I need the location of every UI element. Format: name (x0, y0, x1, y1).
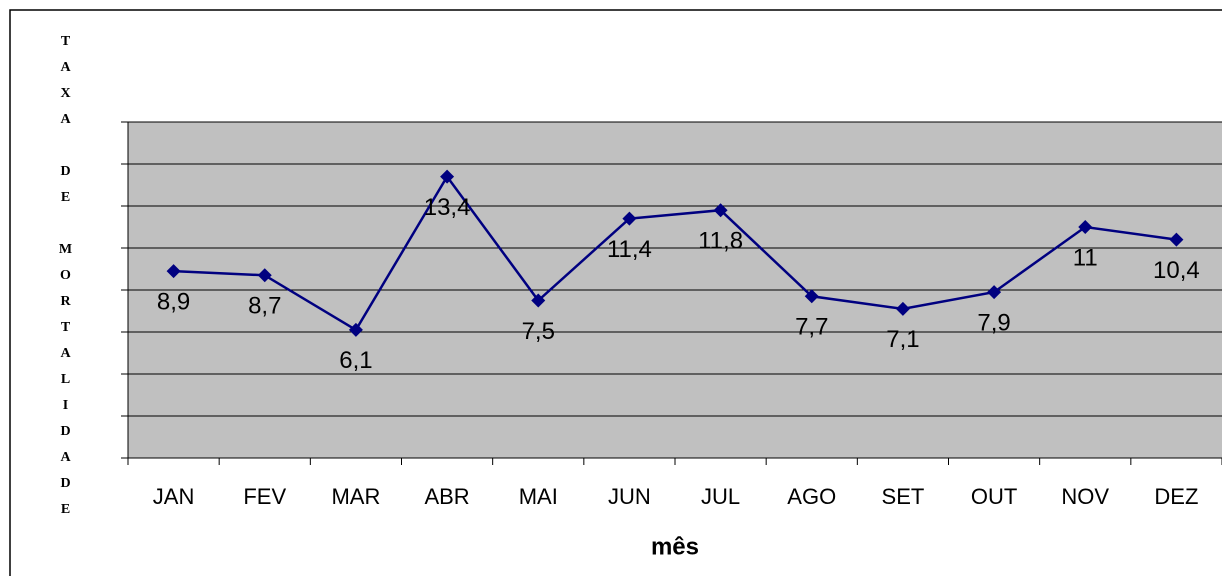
y-axis-title: TAXA DE MORTALIDADE (58, 34, 73, 528)
data-label: 8,7 (248, 293, 281, 320)
data-label: 7,5 (522, 318, 555, 345)
x-tick-label: SET (882, 484, 925, 509)
data-point (440, 169, 455, 184)
data-point (257, 268, 272, 283)
data-label: 13,4 (424, 194, 471, 221)
data-label: 6,1 (339, 347, 372, 374)
data-label: 11,4 (607, 236, 652, 263)
data-label: 11 (1073, 244, 1098, 271)
data-point (348, 322, 363, 337)
data-label: 11,8 (698, 228, 743, 255)
x-tick-label: FEV (243, 484, 286, 509)
data-label: 7,1 (886, 326, 919, 353)
x-tick-label: AGO (787, 484, 836, 509)
data-line (173, 174, 1177, 332)
data-point (1078, 220, 1093, 234)
data-label: 7,9 (977, 309, 1010, 336)
data-point (1169, 232, 1184, 247)
x-tick-label: JUN (608, 484, 651, 509)
x-tick-label: JAN (153, 484, 195, 509)
data-point (804, 289, 819, 304)
data-point (713, 203, 728, 218)
data-point (987, 285, 1002, 300)
data-label: 8,9 (157, 288, 190, 315)
x-tick-label: ABR (424, 484, 469, 509)
x-tick-label: OUT (971, 484, 1017, 509)
x-tick-label: NOV (1061, 484, 1109, 509)
x-tick-label: MAI (519, 484, 558, 509)
data-label: 7,7 (795, 314, 828, 341)
data-point (895, 301, 910, 316)
x-tick-label: JUL (701, 484, 740, 509)
x-tick-label: DEZ (1154, 484, 1198, 509)
x-axis-title: mês (651, 533, 699, 560)
data-point (166, 264, 181, 279)
data-point (531, 293, 546, 308)
x-tick-label: MAR (331, 484, 380, 509)
data-point (622, 211, 637, 226)
data-label: 10,4 (1153, 257, 1200, 284)
chart-frame (9, 9, 1222, 576)
